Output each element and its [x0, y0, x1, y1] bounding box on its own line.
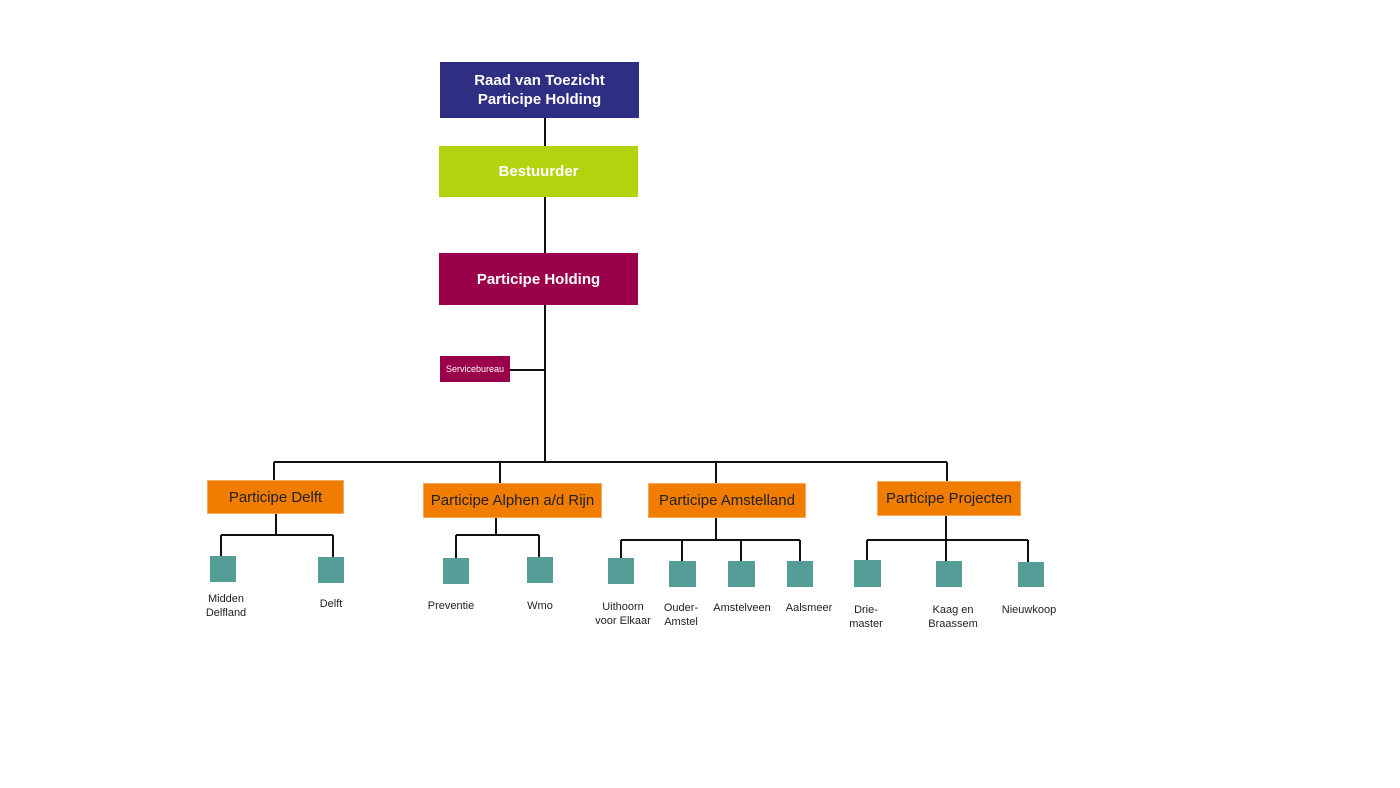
unit-square	[1018, 562, 1044, 587]
subsidiary-delft: Participe Delft	[207, 480, 344, 514]
unit-label: Midden Delfland	[205, 593, 247, 619]
servicebureau-box: Servicebureau	[440, 356, 510, 382]
unit-square	[210, 556, 236, 582]
board-title-line1: Raad van Toezicht	[474, 72, 605, 89]
board-box: Raad van Toezicht Participe Holding	[440, 62, 639, 118]
subsidiary-projecten: Participe Projecten	[877, 481, 1021, 516]
unit-square	[443, 558, 469, 584]
unit-square	[936, 561, 962, 587]
unit-label: Preventie	[427, 600, 475, 612]
unit-label: Delft	[319, 598, 343, 610]
unit-label: Amstelveen	[713, 602, 771, 614]
unit-square	[608, 558, 634, 584]
unit-label: Kaag en Braassem	[928, 604, 978, 630]
subsidiary-amstelland: Participe Amstelland	[648, 483, 806, 518]
unit-square	[728, 561, 755, 587]
unit-square	[318, 557, 344, 583]
unit-square	[669, 561, 696, 587]
unit-label: Aalsmeer	[785, 602, 833, 614]
subsidiary-alphen: Participe Alphen a/d Rijn	[423, 483, 602, 518]
unit-square	[527, 557, 553, 583]
unit-label: Wmo	[527, 600, 553, 612]
unit-square	[854, 560, 881, 587]
unit-label: Nieuwkoop	[1001, 604, 1057, 616]
unit-label: Ouder- Amstel	[663, 602, 699, 628]
unit-label: Drie- master	[849, 604, 883, 630]
unit-square	[787, 561, 813, 587]
holding-box: Participe Holding	[439, 253, 638, 305]
unit-label: Uithoorn voor Elkaar	[595, 601, 651, 627]
director-box: Bestuurder	[439, 146, 638, 197]
board-title-line2: Participe Holding	[477, 91, 602, 108]
